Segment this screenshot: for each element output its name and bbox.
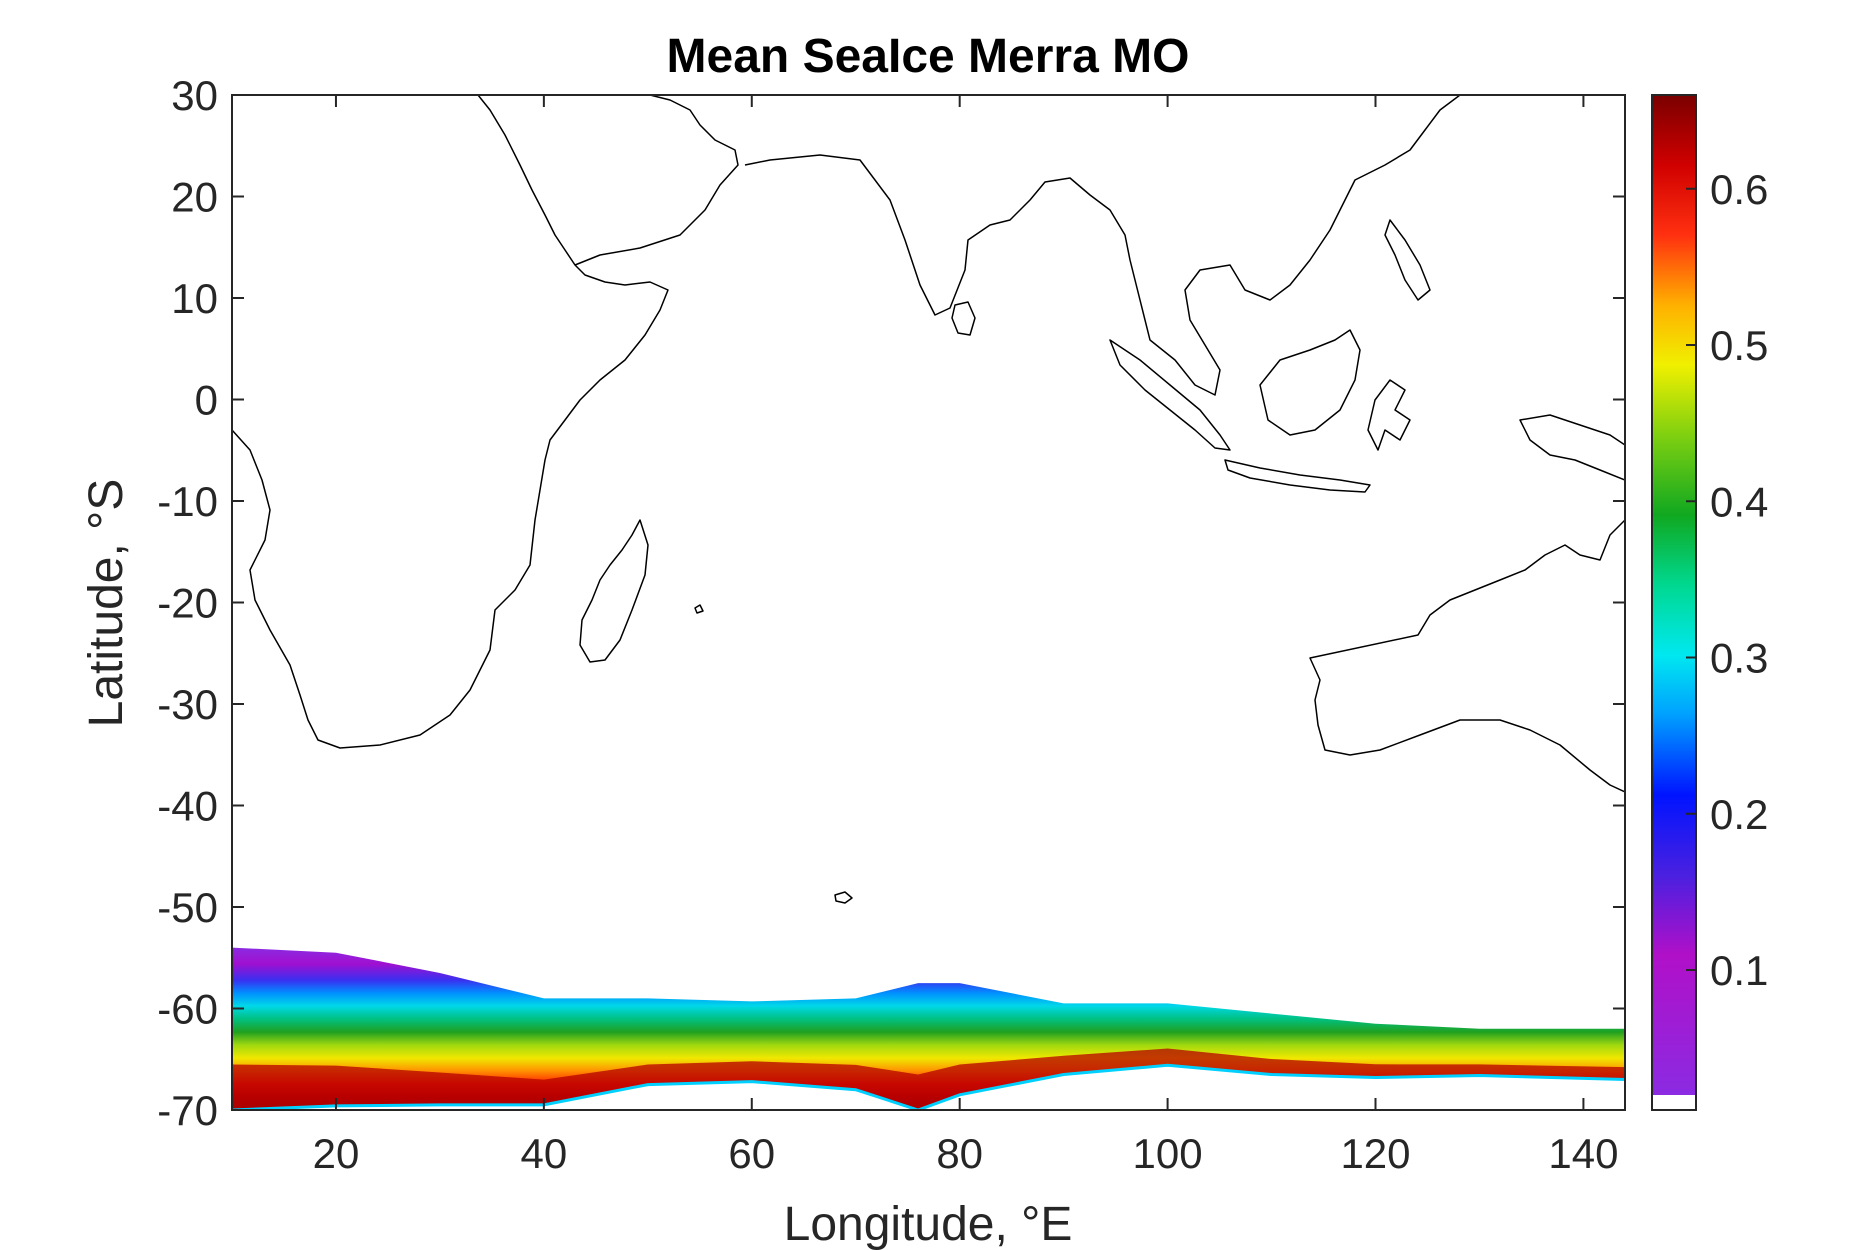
colorbar-below-min [1652,1095,1696,1110]
y-tick-label: -20 [157,580,218,627]
coastline-madagascar [579,519,649,663]
x-tick-label: 20 [313,1130,360,1177]
y-tick-label: -40 [157,783,218,830]
colorbar-gradient [1652,95,1696,1095]
y-tick-label: -50 [157,884,218,931]
y-tick-label: -70 [157,1087,218,1134]
colorbar-ticks: 0.1 0.2 0.3 0.4 0.5 0.6 [1686,166,1768,994]
coastline-borneo [1259,329,1361,436]
sea-ice-layer [232,947,1625,1110]
coastlines [232,95,1625,904]
x-tick-label: 80 [936,1130,983,1177]
colorbar-tick-label: 0.1 [1710,947,1768,994]
coastline-new-guinea [1519,414,1625,481]
x-tick-label: 60 [728,1130,775,1177]
coastline-india [744,154,1131,316]
coastline-java [1224,459,1371,493]
x-tick-label: 140 [1548,1130,1618,1177]
coastline-sumatra [1109,339,1231,451]
colorbar-tick-label: 0.3 [1710,635,1768,682]
coastline-mascarene [694,604,704,614]
y-axis: 30 20 10 0 -10 -20 -30 -40 -50 -60 -70 [157,72,1625,1134]
coastline-sulawesi [1367,379,1411,451]
chart-title: Mean SeaIce Merra MO [667,30,1190,83]
plot-area [232,95,1625,1110]
y-tick-label: -10 [157,478,218,525]
colorbar-tick-label: 0.4 [1710,478,1768,525]
x-tick-label: 40 [521,1130,568,1177]
colorbar-frame [1651,94,1697,1111]
x-tick-label: 100 [1133,1130,1203,1177]
y-tick-label: -30 [157,681,218,728]
colorbar-tick-label: 0.5 [1710,322,1768,369]
y-tick-label: 30 [171,72,218,119]
coastline-australia [1309,519,1625,793]
coastline-kerguelen [834,891,853,904]
coastline-arabia [574,95,739,266]
y-tick-label: 20 [171,174,218,221]
coastline-sri-lanka [951,301,976,336]
y-tick-label: 0 [195,377,218,424]
x-tick-label: 120 [1340,1130,1410,1177]
colorbar-tick-label: 0.6 [1710,166,1768,213]
sea-ice-core [232,1048,1625,1110]
coastline-philippines [1384,219,1431,301]
coastline-africa [232,95,669,749]
sea-ice-coast-edge [232,1063,1625,1110]
y-tick-label: -60 [157,986,218,1033]
coastline-southeast-asia [1129,95,1461,396]
colorbar-tick-label: 0.2 [1710,791,1768,838]
y-axis-title: Latitude, °S [80,479,133,728]
x-axis: 20 40 60 80 100 120 140 [313,95,1618,1177]
y-tick-label: 10 [171,275,218,322]
colorbar: 0.1 0.2 0.3 0.4 0.5 0.6 [1651,94,1768,1111]
x-axis-title: Longitude, °E [784,1198,1073,1250]
